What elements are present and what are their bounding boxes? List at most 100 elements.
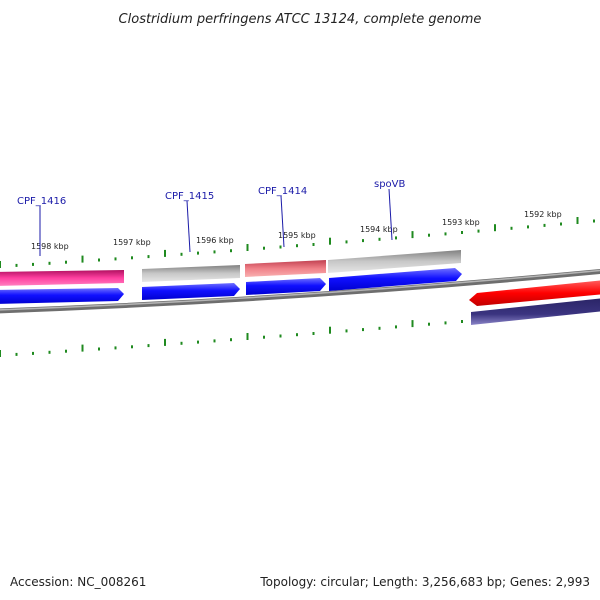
outer-ruler-minor-tick bbox=[510, 226, 513, 230]
inner-ruler-minor-tick bbox=[296, 333, 298, 337]
inner-ruler-minor-tick bbox=[428, 322, 430, 326]
genome-backbone bbox=[0, 268, 600, 314]
inner-ruler-minor-tick bbox=[32, 351, 34, 355]
outer-ruler-major-tick bbox=[0, 261, 1, 268]
ruler-label-1595: 1595 kbp bbox=[278, 231, 316, 240]
inner-ruler-major-tick bbox=[81, 344, 84, 352]
outer-ruler-minor-tick bbox=[48, 261, 51, 265]
ruler-label-1593: 1593 kbp bbox=[442, 218, 480, 227]
outer-ruler-minor-tick bbox=[15, 263, 18, 267]
gene-label-leaders bbox=[39, 188, 393, 256]
cds-reverse-track bbox=[469, 280, 600, 325]
outer-ruler-minor-tick bbox=[180, 252, 183, 256]
inner-ruler-minor-tick bbox=[444, 321, 447, 325]
leader-spovb bbox=[388, 188, 393, 241]
outer-ruler-major-tick bbox=[329, 237, 331, 245]
inner-ruler-major-tick bbox=[164, 338, 166, 346]
inner-ruler-minor-tick bbox=[147, 344, 150, 348]
inner-ruler-minor-tick bbox=[279, 334, 282, 338]
feature-spovb-cog[interactable] bbox=[328, 250, 461, 273]
outer-ruler-minor-tick bbox=[197, 251, 199, 255]
footer-accession: Accession: NC_008261 bbox=[10, 575, 146, 589]
inner-ruler-minor-tick bbox=[197, 340, 199, 344]
outer-ruler-major-tick bbox=[576, 217, 579, 224]
gene-labels: CPF_1416 CPF_1415 CPF_1414 spoVB bbox=[17, 179, 406, 207]
feature-cpf-1415-cog[interactable] bbox=[142, 265, 240, 282]
ruler-label-1597: 1597 kbp bbox=[113, 238, 151, 247]
outer-ruler-minor-tick bbox=[560, 222, 562, 226]
map-title: Clostridium perfringens ATCC 13124, comp… bbox=[119, 12, 482, 27]
ruler-label-1598: 1598 kbp bbox=[31, 242, 69, 251]
outer-ruler-major-tick bbox=[411, 231, 414, 239]
ruler-label-1594: 1594 kbp bbox=[360, 225, 398, 234]
cog-feature-track bbox=[0, 250, 461, 286]
gene-label-cpf-1414[interactable]: CPF_1414 bbox=[258, 186, 307, 197]
feature-reverse-purple[interactable] bbox=[471, 298, 600, 325]
inner-ruler-minor-tick bbox=[312, 332, 315, 335]
inner-ruler-minor-tick bbox=[131, 345, 133, 349]
inner-ruler-minor-tick bbox=[213, 339, 216, 343]
outer-ruler-minor-tick bbox=[312, 243, 315, 246]
outer-ruler-minor-tick bbox=[593, 219, 595, 223]
outer-ruler-minor-tick bbox=[527, 225, 529, 229]
inner-ruler-minor-tick bbox=[180, 341, 183, 345]
outer-ruler-minor-tick bbox=[213, 250, 216, 254]
outer-ruler-minor-tick bbox=[131, 256, 133, 260]
footer-summary: Topology: circular; Length: 3,256,683 bp… bbox=[259, 575, 590, 589]
outer-ruler-major-tick bbox=[246, 244, 249, 251]
cds-cpf-1414[interactable] bbox=[246, 278, 326, 295]
outer-ruler-major-tick bbox=[81, 255, 84, 263]
outer-ruler-minor-tick bbox=[296, 244, 298, 248]
ruler-label-1596: 1596 kbp bbox=[196, 236, 234, 245]
cds-cpf-1416[interactable] bbox=[0, 288, 124, 304]
gene-label-cpf-1416[interactable]: CPF_1416 bbox=[17, 196, 66, 207]
inner-ruler-minor-tick bbox=[263, 335, 265, 339]
feature-cpf-1416-cog[interactable] bbox=[0, 270, 124, 286]
outer-ruler-minor-tick bbox=[114, 257, 117, 261]
inner-ruler-major-tick bbox=[0, 350, 1, 357]
inner-ruler-minor-tick bbox=[395, 325, 397, 329]
outer-ruler-minor-tick bbox=[362, 239, 364, 243]
inner-ruler-minor-tick bbox=[230, 338, 232, 342]
outer-ruler-minor-tick bbox=[428, 233, 430, 237]
ruler-label-1592: 1592 kbp bbox=[524, 210, 562, 219]
outer-ruler-minor-tick bbox=[543, 223, 546, 227]
outer-ruler-minor-tick bbox=[461, 231, 463, 234]
inner-ruler-minor-tick bbox=[378, 326, 381, 330]
outer-ruler-minor-tick bbox=[395, 236, 397, 240]
outer-ruler-minor-tick bbox=[345, 240, 348, 244]
outer-ruler-minor-tick bbox=[378, 237, 381, 241]
outer-ruler-minor-tick bbox=[444, 232, 447, 236]
inner-ruler-minor-tick bbox=[98, 347, 100, 351]
leader-cpf-1415 bbox=[186, 200, 191, 253]
cds-cpf-1415[interactable] bbox=[142, 283, 240, 300]
cds-spovb[interactable] bbox=[329, 268, 462, 291]
inner-ruler-minor-tick bbox=[345, 329, 348, 333]
gene-label-spovb[interactable]: spoVB bbox=[374, 179, 406, 190]
outer-ruler-minor-tick bbox=[263, 246, 265, 250]
inner-ruler-minor-tick bbox=[114, 346, 117, 350]
inner-ruler-major-tick bbox=[329, 326, 331, 334]
inner-ruler-minor-tick bbox=[461, 320, 463, 323]
outer-ruler-minor-tick bbox=[147, 255, 150, 259]
outer-ruler-minor-tick bbox=[230, 249, 232, 253]
cds-reverse-red[interactable] bbox=[469, 280, 600, 306]
leader-cpf-1414 bbox=[280, 195, 285, 248]
gene-label-cpf-1415[interactable]: CPF_1415 bbox=[165, 191, 214, 202]
feature-cpf-1414-cog[interactable] bbox=[245, 260, 326, 277]
cds-forward-track bbox=[0, 268, 462, 304]
inner-ruler-minor-tick bbox=[48, 350, 51, 354]
outer-ruler-ticks bbox=[0, 217, 595, 268]
outer-ruler-minor-tick bbox=[98, 258, 100, 262]
inner-ruler-minor-tick bbox=[362, 328, 364, 332]
inner-ruler-major-tick bbox=[246, 333, 249, 340]
inner-ruler-minor-tick bbox=[15, 352, 18, 356]
inner-ruler-major-tick bbox=[411, 320, 414, 328]
inner-ruler-minor-tick bbox=[65, 349, 67, 353]
outer-ruler-major-tick bbox=[164, 249, 166, 257]
outer-ruler-minor-tick bbox=[477, 229, 480, 233]
genome-backbone-highlight bbox=[0, 269, 600, 311]
outer-ruler-minor-tick bbox=[65, 260, 67, 264]
ruler-labels: 1598 kbp 1597 kbp 1596 kbp 1595 kbp 1594… bbox=[31, 210, 562, 251]
